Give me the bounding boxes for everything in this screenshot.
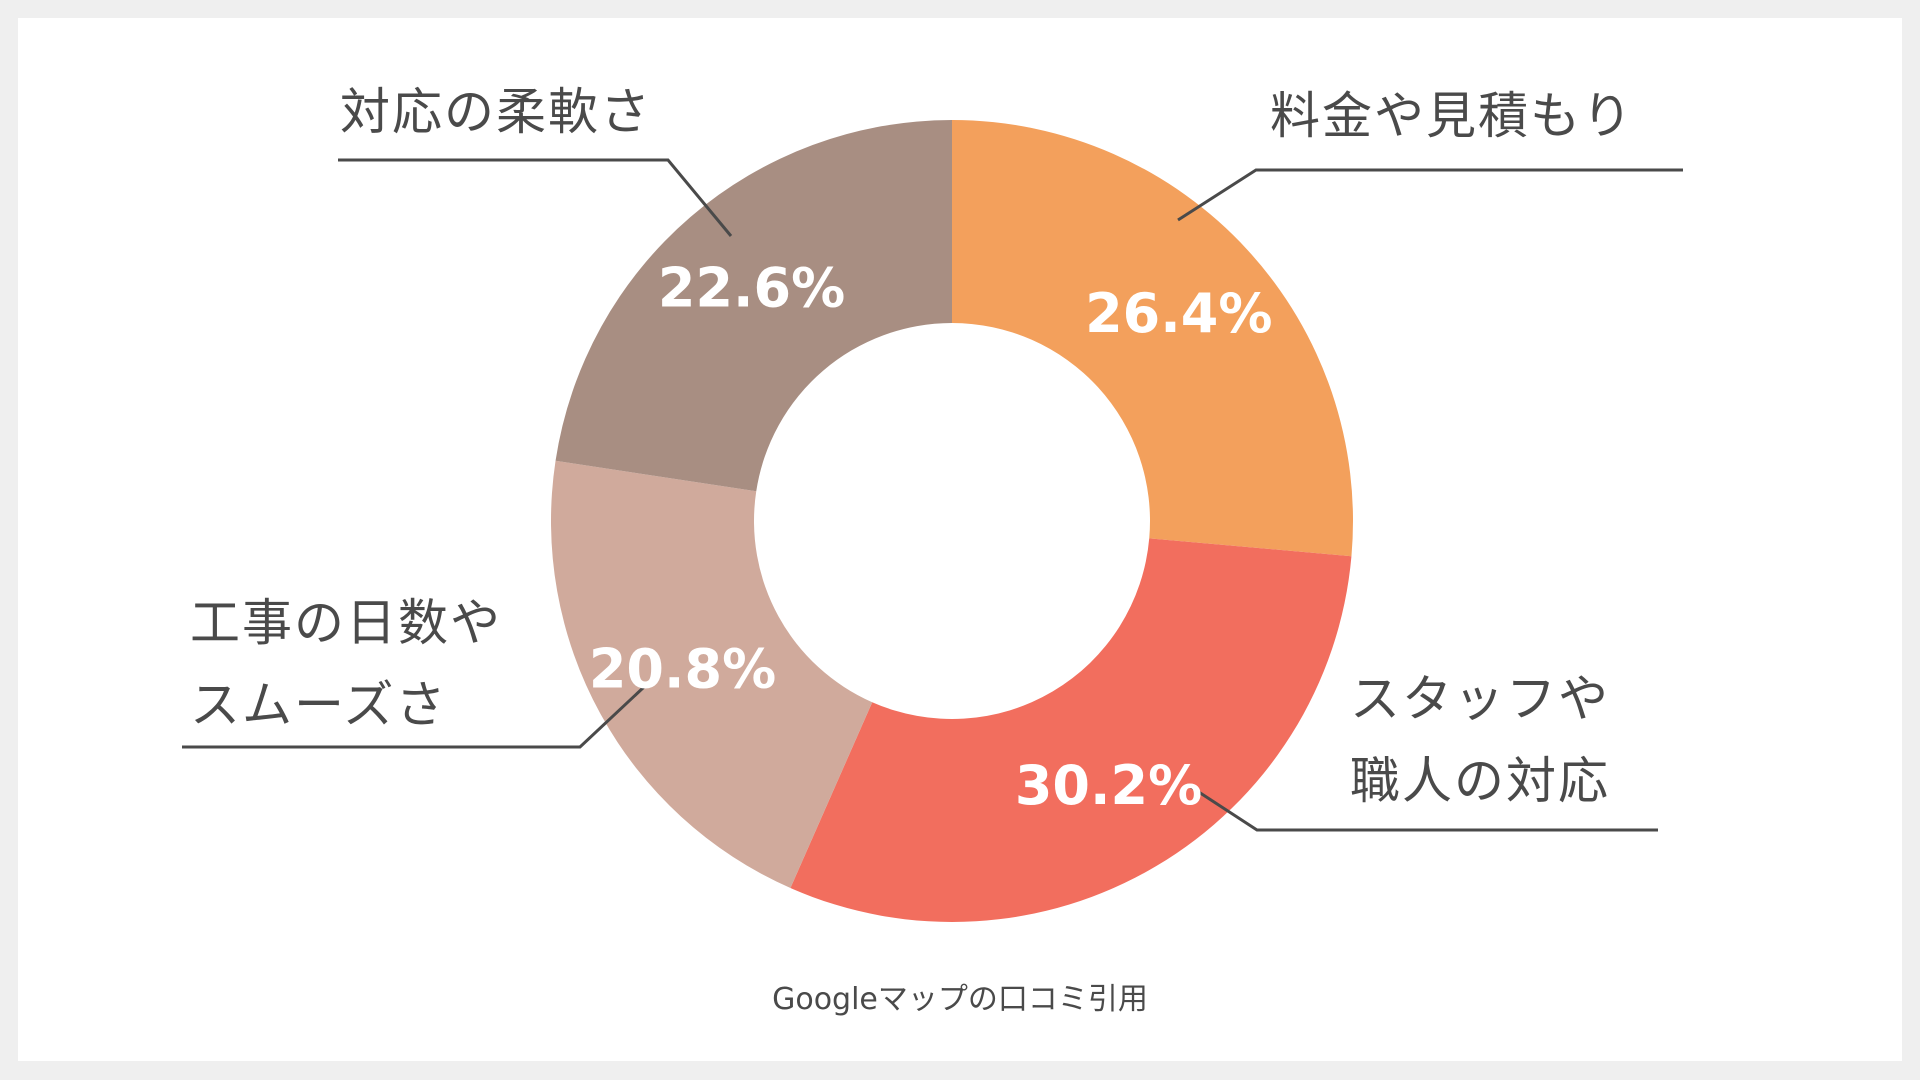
leader-line-staff-response: [1187, 783, 1658, 832]
category-label-flexibility: 対応の柔軟さ: [340, 83, 652, 141]
slice-price-estimate: [952, 120, 1353, 557]
source-note: Googleマップの口コミ引用: [772, 982, 1148, 1017]
value-label-price-estimate: 26.4%: [1085, 282, 1272, 345]
slice-staff-response: [790, 538, 1352, 922]
leader-line-price-estimate: [1177, 168, 1683, 222]
slice-flexibility: [555, 120, 952, 492]
category-label-construction-days: 工事の日数や スムーズさ: [190, 594, 502, 734]
leader-line-flexibility: [338, 158, 733, 237]
leader-line-construction-days: [182, 685, 646, 749]
value-label-flexibility: 22.6%: [658, 256, 845, 319]
category-label-staff-response: スタッフや 職人の対応: [1350, 670, 1610, 810]
value-label-construction-days: 20.8%: [589, 638, 776, 701]
slice-construction-days: [551, 460, 873, 889]
category-label-price-estimate: 料金や見積もり: [1270, 87, 1634, 145]
value-label-staff-response: 30.2%: [1015, 754, 1202, 817]
